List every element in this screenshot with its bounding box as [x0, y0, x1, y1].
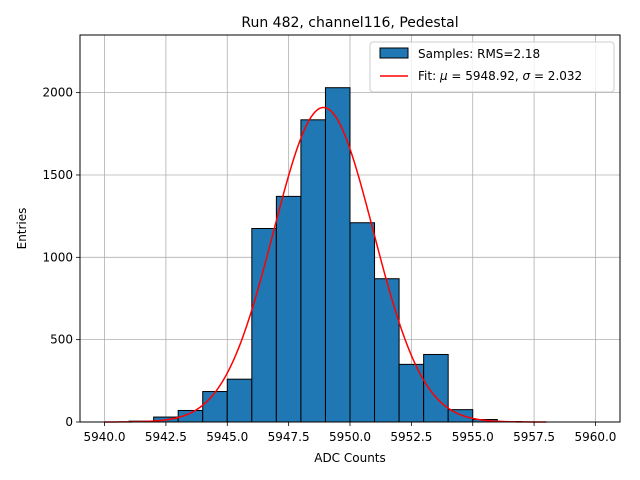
x-tick-label: 5952.5 — [390, 430, 432, 444]
histogram-bars — [128, 87, 523, 423]
x-tick-label: 5960.0 — [574, 430, 616, 444]
y-axis-label: Entries — [15, 208, 29, 250]
x-tick-label: 5945.0 — [206, 430, 248, 444]
legend-fit-sigma-value: = 2.032 — [530, 69, 582, 83]
legend-samples-swatch — [379, 47, 409, 59]
histogram-bar — [275, 195, 302, 423]
legend-box — [369, 41, 615, 93]
x-tick-label: 5957.5 — [513, 430, 555, 444]
legend-fit-mu-value: = 5948.92, — [448, 69, 523, 83]
axis-ticks: 5940.0 5942.5 5945.0 5947.5 5950.0 5952.5 5955… — [42, 86, 616, 444]
x-tick-label: 5950.0 — [329, 430, 371, 444]
legend-fit-prefix: Fit: — [418, 69, 440, 83]
legend: Samples: RMS=2.18 Fit: μ = 5948.92, σ = … — [369, 41, 615, 93]
legend-fit-sigma-symbol: σ — [523, 69, 531, 83]
x-tick-label: 5947.5 — [268, 430, 310, 444]
fit-curve-group — [104, 106, 547, 423]
legend-samples-label: Samples: RMS=2.18 — [418, 47, 540, 61]
histogram-bar — [300, 119, 326, 423]
histogram-bar — [226, 378, 253, 423]
histogram-bar — [374, 278, 400, 423]
chart-title: Run 482, channel116, Pedestal — [241, 15, 458, 31]
x-tick-label: 5942.5 — [145, 430, 187, 444]
x-axis-label: ADC Counts — [314, 451, 386, 465]
y-tick-label: 1000 — [42, 250, 73, 264]
y-tick-label: 1500 — [42, 168, 73, 182]
y-tick-label: 2000 — [42, 86, 73, 100]
histogram-bar — [324, 87, 351, 423]
fit-curve — [104, 106, 547, 423]
y-tick-label: 500 — [50, 333, 73, 347]
legend-fit-mu-symbol: μ — [439, 69, 448, 83]
histogram-bar — [447, 409, 474, 423]
plot-frame — [79, 34, 621, 423]
x-tick-label: 5955.0 — [452, 430, 494, 444]
histogram-bar — [202, 391, 228, 423]
histogram-bar — [349, 222, 376, 423]
histogram-bar — [423, 353, 449, 423]
x-tick-label: 5940.0 — [84, 430, 126, 444]
histogram-bar — [251, 228, 277, 423]
legend-fit-label: Fit: μ = 5948.92, σ = 2.032 — [418, 69, 582, 83]
y-tick-label: 0 — [65, 415, 73, 429]
